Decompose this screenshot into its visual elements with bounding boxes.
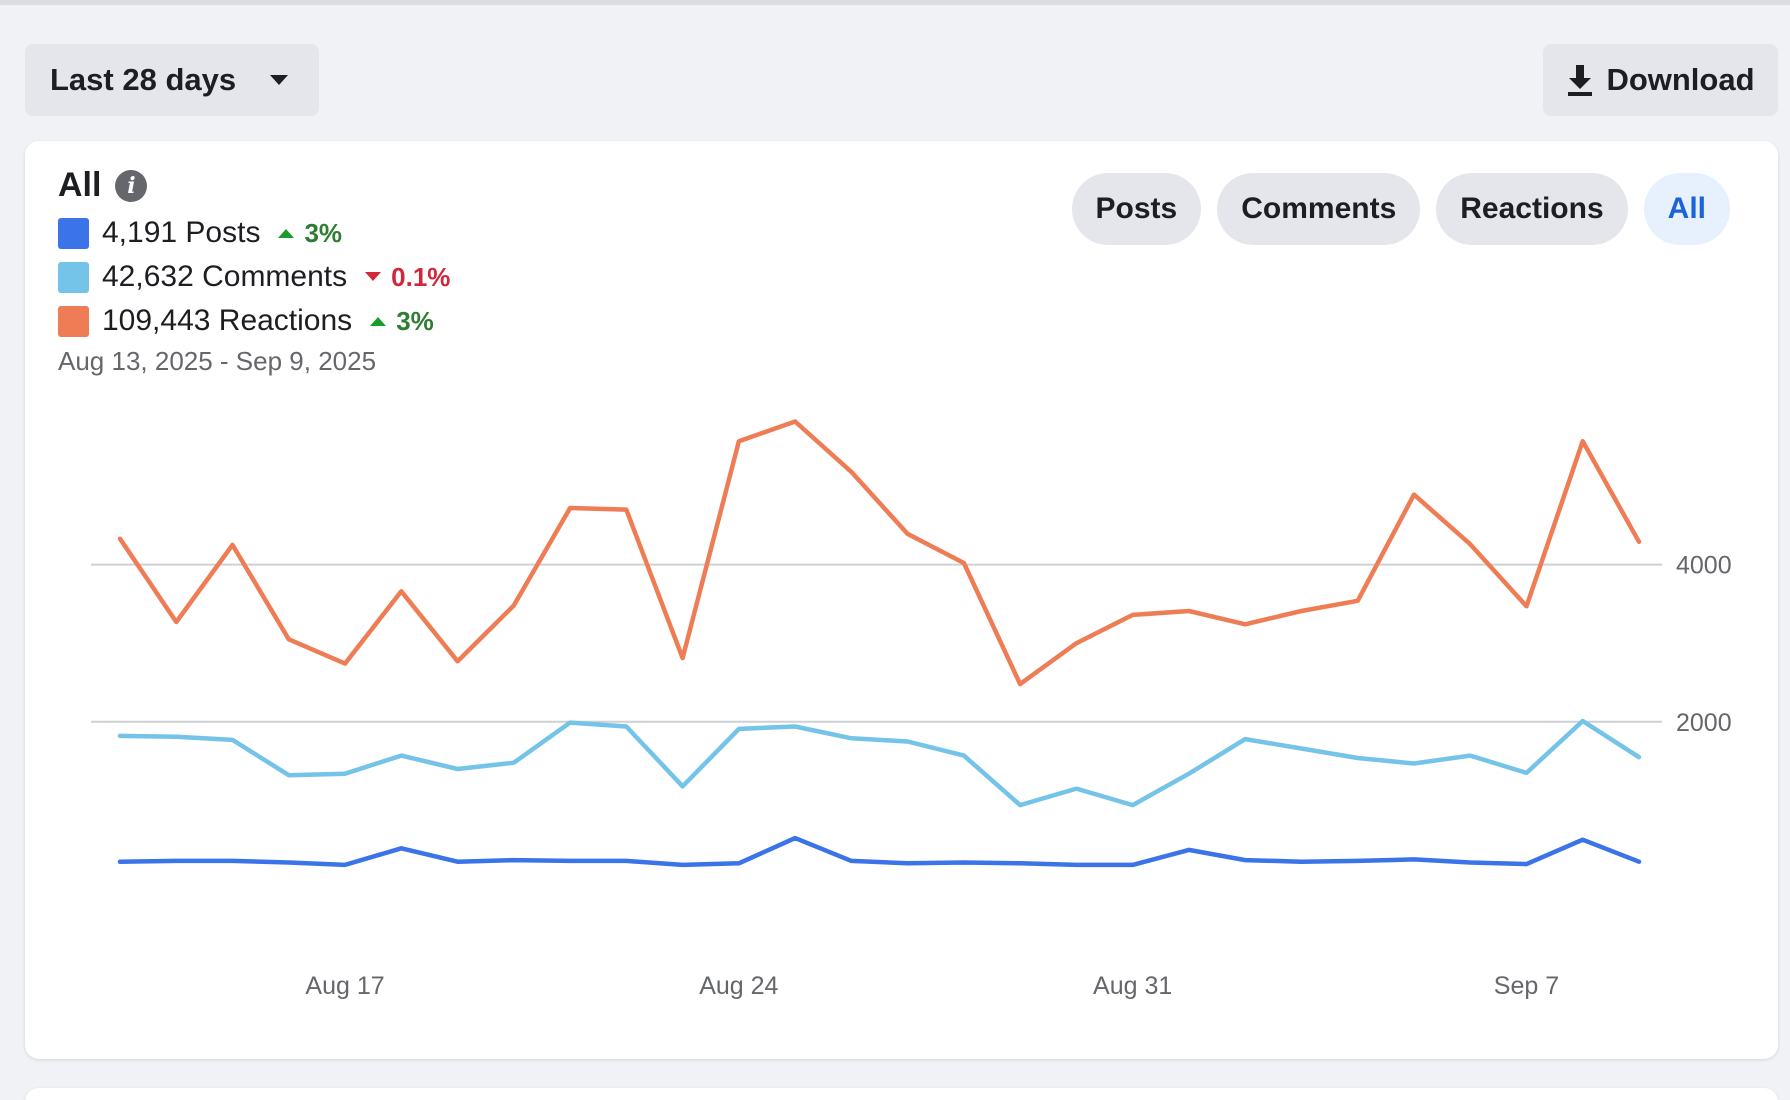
delta-value: 3% <box>396 305 434 336</box>
legend-label: 109,443 Reactions <box>102 304 353 337</box>
legend: 4,191 Posts 3% 42,632 Comments 0.1% 109,… <box>58 211 450 343</box>
next-card <box>25 1088 1778 1100</box>
card-title: All i <box>58 166 148 205</box>
line-chart: 2000 4000 Aug 17 Aug 24 Aug 31 Sep 7 <box>91 419 1732 1000</box>
series-line-comments <box>117 718 1642 808</box>
delta-badge: 3% <box>370 306 434 337</box>
triangle-up-icon <box>370 317 387 326</box>
triangle-down-icon <box>365 272 382 281</box>
filter-reactions[interactable]: Reactions <box>1436 173 1628 245</box>
caret-down-icon <box>270 75 288 85</box>
date-range-text: Aug 13, 2025 - Sep 9, 2025 <box>58 346 377 376</box>
legend-swatch <box>58 217 89 249</box>
download-button[interactable]: Download <box>1543 44 1778 116</box>
legend-item-posts: 4,191 Posts 3% <box>58 211 450 255</box>
legend-swatch <box>58 261 89 293</box>
x-tick-label: Sep 7 <box>1494 972 1559 1000</box>
series-line-reactions <box>117 419 1642 687</box>
filter-posts[interactable]: Posts <box>1071 173 1202 245</box>
filter-all[interactable]: All <box>1643 173 1730 245</box>
x-tick-label: Aug 24 <box>699 972 778 1000</box>
legend-swatch <box>58 305 89 337</box>
filter-comments[interactable]: Comments <box>1217 173 1421 245</box>
triangle-up-icon <box>278 229 295 238</box>
download-icon <box>1568 65 1593 96</box>
delta-value: 3% <box>304 217 343 248</box>
delta-badge: 3% <box>278 218 342 249</box>
delta-value: 0.1% <box>391 261 451 292</box>
legend-item-comments: 42,632 Comments 0.1% <box>58 255 450 299</box>
download-button-label: Download <box>1606 62 1755 97</box>
info-icon[interactable]: i <box>115 169 148 202</box>
legend-item-reactions: 109,443 Reactions 3% <box>58 299 450 343</box>
x-tick-label: Aug 31 <box>1093 972 1172 1000</box>
legend-label: 42,632 Comments <box>102 260 348 293</box>
top-divider <box>0 0 1790 5</box>
date-range-dropdown[interactable]: Last 28 days <box>25 44 319 116</box>
date-range-dropdown-label: Last 28 days <box>50 62 237 97</box>
card-title-text: All <box>58 166 102 204</box>
delta-badge: 0.1% <box>365 262 450 293</box>
metric-filter: Posts Comments Reactions All <box>1071 173 1730 245</box>
legend-label: 4,191 Posts <box>102 216 261 249</box>
series-line-posts <box>117 835 1642 868</box>
insights-card: All i 4,191 Posts 3% 42,632 Comments 0.1… <box>25 141 1778 1059</box>
y-tick-label: 2000 <box>1676 709 1732 737</box>
y-tick-label: 4000 <box>1676 552 1732 580</box>
x-tick-label: Aug 17 <box>305 972 384 1000</box>
